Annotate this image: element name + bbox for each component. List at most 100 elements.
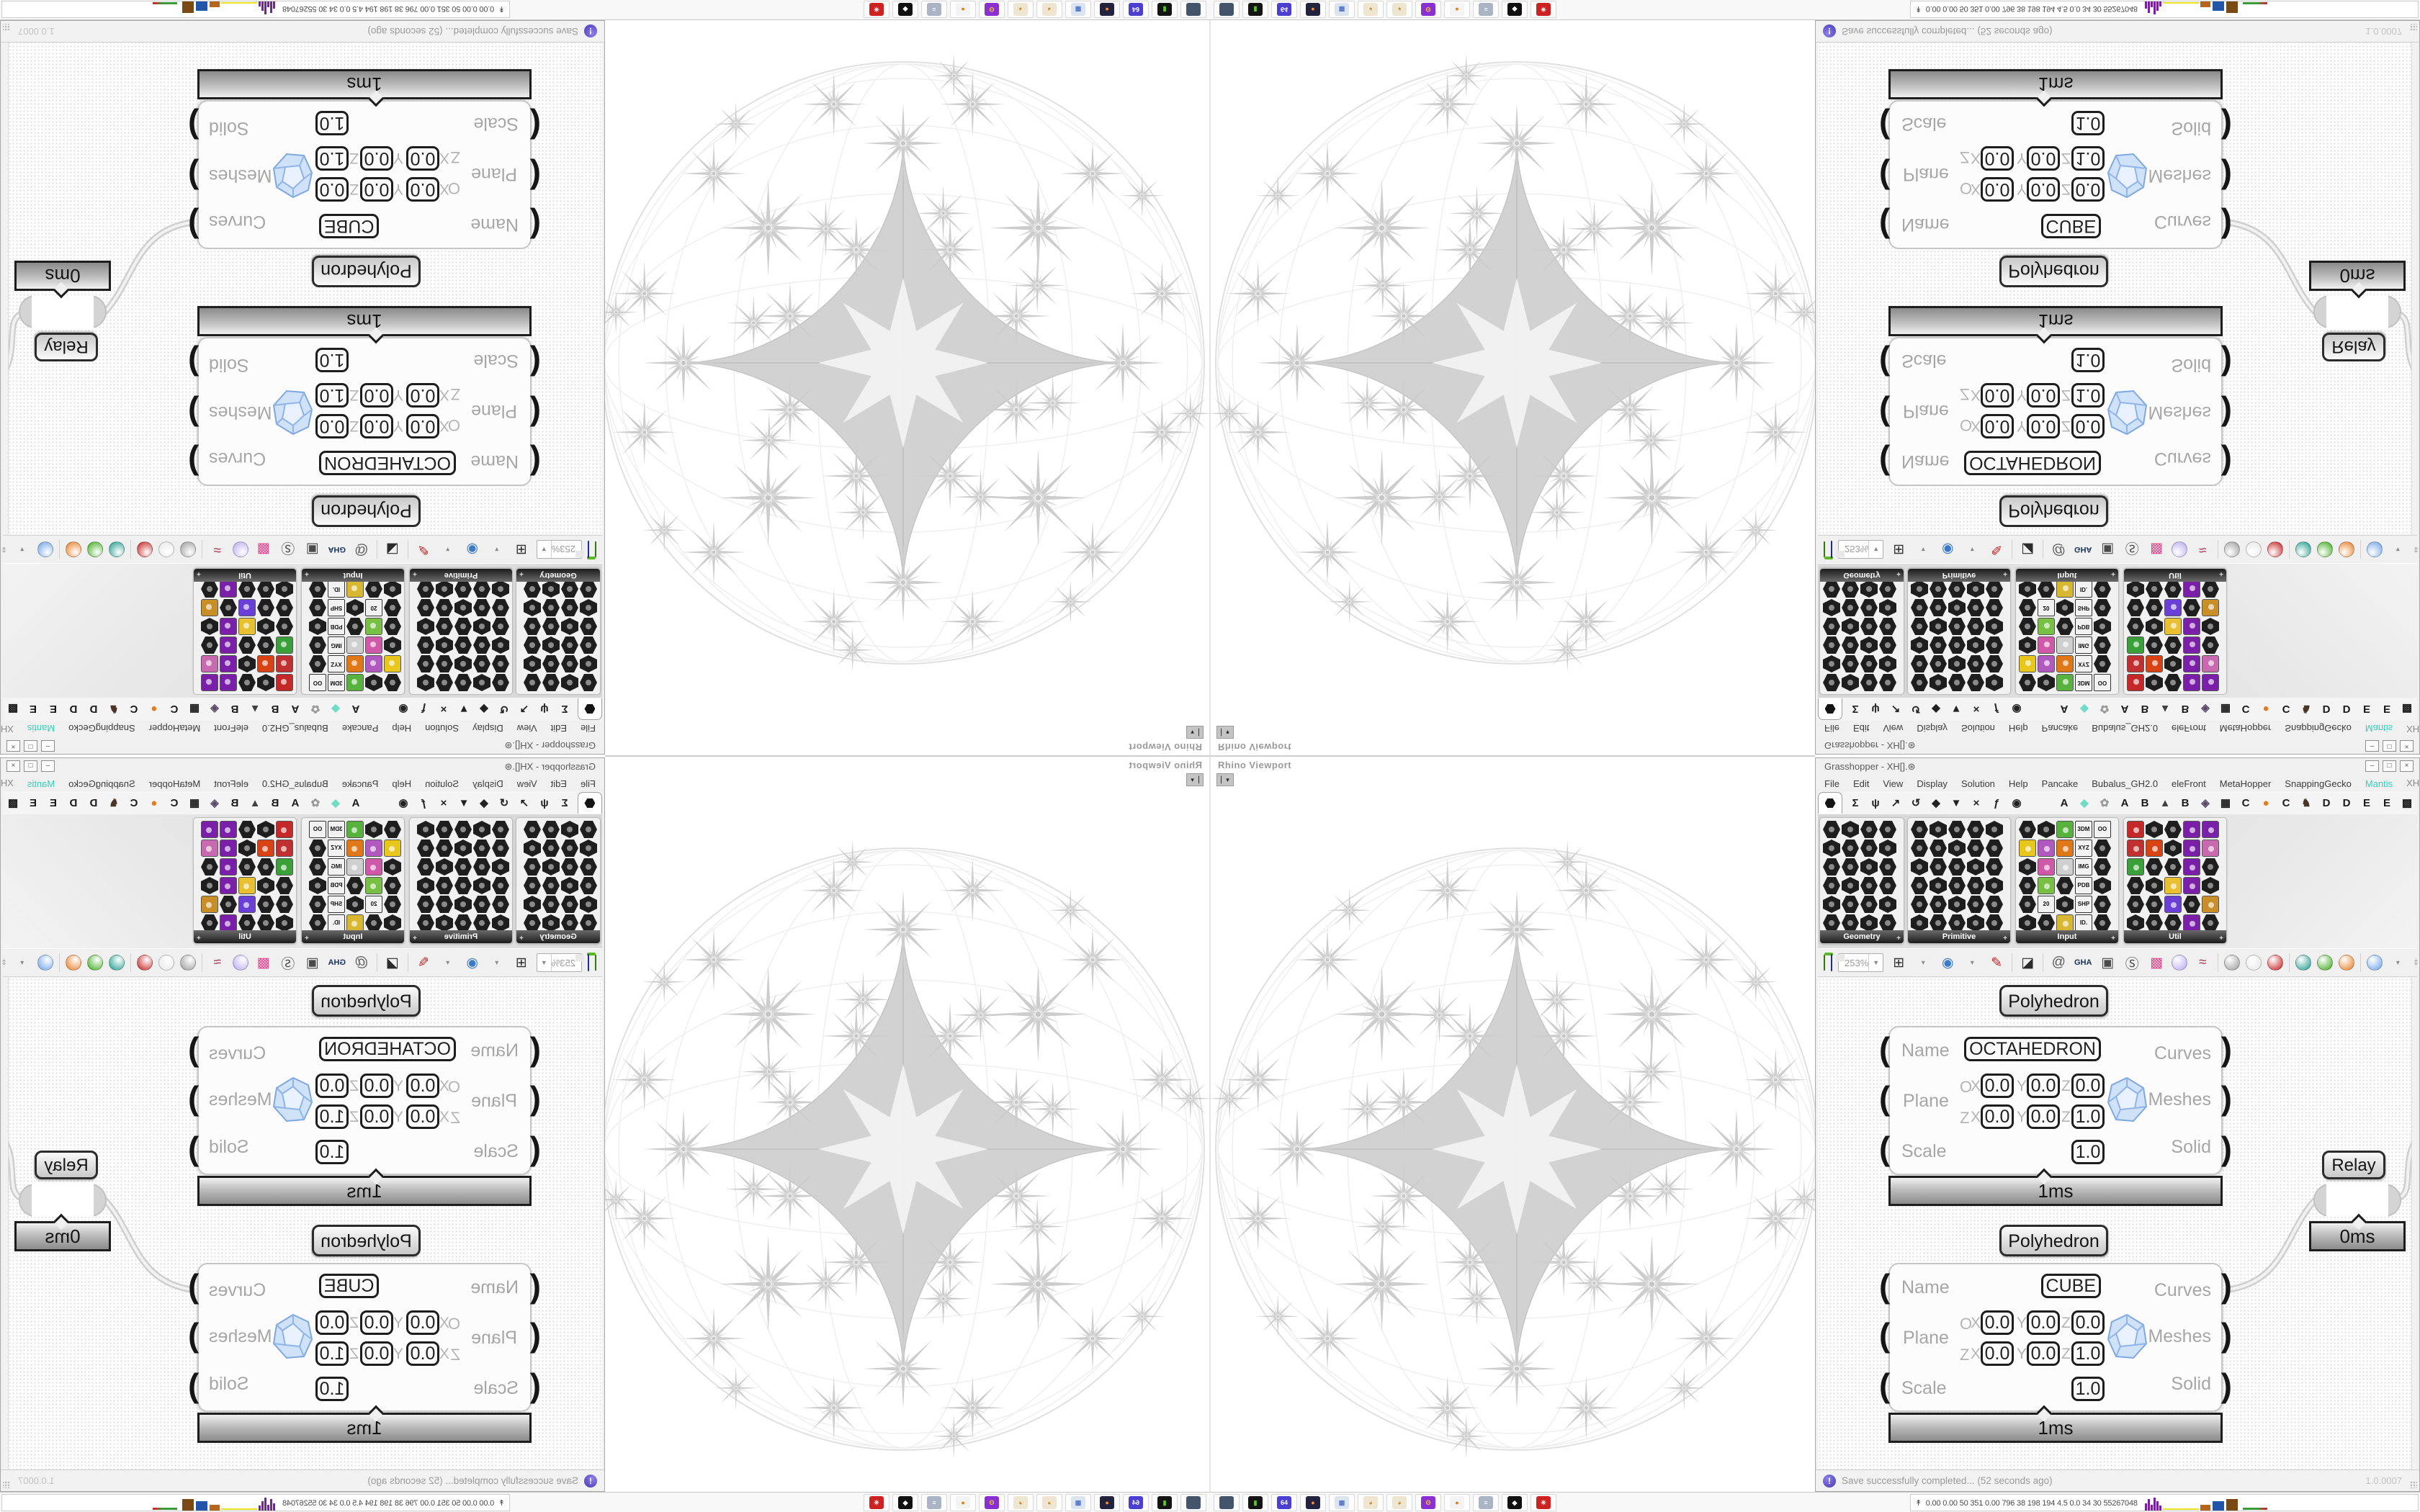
palette-icon[interactable] [257, 877, 274, 894]
output-grip[interactable]: ) [2220, 345, 2232, 382]
dropdown-caret[interactable]: ▾ [2396, 545, 2400, 554]
finder-s-icon[interactable]: Ⓢ [281, 956, 295, 972]
scale-value-input[interactable]: 1.0 [2071, 111, 2105, 135]
menu-item-view[interactable]: View [516, 778, 537, 789]
menu-item-metahopper[interactable]: MetaHopper [2219, 723, 2272, 734]
plane-value-input[interactable]: 0.0 [360, 1341, 393, 1366]
taskbar-app-owl-app[interactable]: ʘ [1415, 1494, 1441, 1511]
menu-item-metahopper[interactable]: MetaHopper [148, 778, 201, 789]
palette-icon[interactable] [1930, 618, 1947, 635]
menu-item-edit[interactable]: Edit [1852, 778, 1870, 789]
window-x-icon[interactable]: ▣ [305, 541, 319, 557]
plane-value-input[interactable]: 0.0 [360, 383, 393, 408]
menu-item-elefront[interactable]: eleFront [214, 778, 248, 789]
menu-item-mantis[interactable]: Mantis [2365, 778, 2393, 789]
palette-icon[interactable] [2127, 580, 2144, 598]
chevron-down-icon[interactable]: ▼ [1868, 541, 1883, 558]
plane-value-input[interactable]: 0.0 [2027, 146, 2060, 171]
palette-icon[interactable] [1986, 858, 2003, 876]
palette-icon[interactable] [1879, 877, 1896, 894]
cluster-open-icon[interactable] [2224, 955, 2241, 971]
palette-icon-colored[interactable] [2202, 674, 2219, 691]
palette-icon[interactable] [2127, 877, 2144, 894]
palette-icon[interactable] [1842, 655, 1859, 672]
palette-icon[interactable] [1879, 858, 1896, 876]
palette-icon[interactable] [561, 674, 578, 691]
palette-icon[interactable] [580, 674, 597, 691]
finder-s-icon[interactable]: Ⓢ [281, 540, 295, 556]
palette-icon[interactable] [1823, 877, 1840, 894]
palette-icon[interactable] [1860, 674, 1878, 691]
canvas-extents-icon[interactable]: ⊞ [515, 541, 527, 557]
gh-canvas[interactable]: Polyhedron(((Name Plane Scale OCTAHEDRON O X 0… [1818, 978, 2413, 1472]
param-input-grip[interactable]: ( [1879, 1079, 1891, 1117]
tab-plugin-5[interactable]: ▲ [249, 703, 261, 716]
palette-icon-colored[interactable] [2127, 821, 2144, 838]
output-grip[interactable]: ) [188, 444, 200, 482]
tab-category-0[interactable]: Σ [561, 703, 568, 716]
taskbar-app-inkscape[interactable]: ◆ [892, 1, 918, 18]
palette-icon[interactable] [580, 636, 597, 654]
tab-category-7[interactable]: ƒ [1993, 796, 2000, 809]
save-file-icon[interactable] [588, 541, 589, 558]
polyhedron-component-octahedron[interactable]: (((Name Plane Scale OCTAHEDRON O X 0.0 Y 0.0 Z 0.0… [188, 337, 541, 486]
palette-icon[interactable] [1967, 877, 1984, 894]
taskbar-app-emulator-cassette[interactable]: ▮ [1152, 1494, 1178, 1511]
palette-icon[interactable] [492, 858, 509, 876]
palette-icon[interactable] [542, 618, 560, 635]
palette-icon[interactable] [1842, 636, 1859, 654]
palette-icon[interactable] [1860, 877, 1878, 894]
palette-icon[interactable] [1948, 858, 1966, 876]
palette-icon-colored[interactable] [2038, 877, 2055, 894]
tab-plugin-0[interactable]: A [351, 703, 360, 716]
palette-icon[interactable] [1823, 821, 1840, 838]
plane-value-input[interactable]: 0.0 [2027, 1341, 2060, 1366]
palette-icon[interactable] [1911, 840, 1928, 857]
palette-icon[interactable] [276, 896, 293, 913]
taskbar-app-calculator[interactable]: ▦ [1065, 1, 1091, 18]
close-button[interactable]: × [6, 740, 20, 752]
sketch-pen-icon[interactable]: ✎ [417, 955, 429, 971]
scale-value-input[interactable]: 1.0 [315, 348, 349, 372]
palette-icon[interactable] [257, 896, 274, 913]
palette-icon[interactable] [1967, 821, 1984, 838]
tab-category-1[interactable]: ψ [1871, 703, 1880, 716]
palette-icon-colored[interactable] [2183, 858, 2200, 876]
tab-plugin-7[interactable]: ◈ [2201, 703, 2210, 715]
canvas-scrollbar[interactable] [2411, 978, 2417, 1472]
tab-plugin-2[interactable]: ✿ [310, 703, 321, 715]
palette-icon-colored[interactable] [2146, 840, 2163, 857]
palette-icon-colored[interactable] [201, 599, 218, 616]
tab-plugin-5[interactable]: ▲ [2159, 796, 2171, 809]
palette-icon[interactable] [384, 618, 401, 635]
tab-params-selected[interactable] [578, 792, 602, 814]
palette-icon[interactable] [365, 674, 382, 691]
tab-plugin-17[interactable]: ▩ [7, 797, 19, 809]
tab-category-5[interactable]: ▼ [1950, 796, 1962, 809]
palette-panel-label[interactable]: Primitive + [1908, 930, 2010, 943]
palette-icon-colored[interactable] [2127, 636, 2144, 654]
menu-item-bubalus_gh2.0[interactable]: Bubalus_GH2.0 [261, 723, 328, 734]
palette-icon-colored[interactable] [220, 840, 237, 857]
name-value-input[interactable]: OCTAHEDRON [1964, 451, 2101, 475]
palette-icon[interactable] [542, 599, 560, 616]
menu-item-display[interactable]: Display [1917, 723, 1948, 734]
palette-icon[interactable] [384, 858, 401, 876]
tab-plugin-12[interactable]: ♞ [109, 797, 119, 809]
palette-icon[interactable] [1823, 840, 1840, 857]
sketch-pen-icon[interactable]: ✎ [417, 541, 429, 557]
dropdown-caret[interactable]: ▾ [446, 545, 450, 554]
palette-icon[interactable] [1842, 877, 1859, 894]
output-grip[interactable]: ) [2220, 1030, 2232, 1068]
pin-green-icon[interactable] [2317, 955, 2334, 971]
palette-icon[interactable] [2146, 896, 2163, 913]
plane-value-input[interactable]: 0.0 [2027, 383, 2060, 408]
palette-icon[interactable] [436, 655, 453, 672]
palette-icon-badge[interactable]: ID. [328, 914, 345, 932]
palette-icon-colored[interactable] [365, 636, 382, 654]
palette-icon[interactable] [492, 840, 509, 857]
param-input-grip[interactable]: ( [1879, 1030, 1891, 1068]
param-input-grip[interactable]: ( [1879, 158, 1891, 196]
cluster-open-icon[interactable] [2224, 541, 2241, 557]
palette-icon[interactable] [542, 821, 560, 838]
